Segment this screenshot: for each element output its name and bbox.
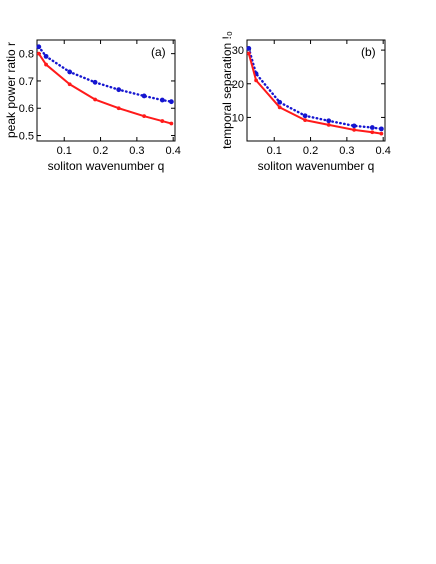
panel-a-xtick-label: 0.1 <box>57 145 72 157</box>
panel-b-label: (b) <box>361 45 376 59</box>
panel-b-xtick-label: 0.4 <box>376 145 391 157</box>
panel-b-data-point <box>351 123 357 129</box>
panel-b-data-point <box>302 113 308 119</box>
panel-b-ytick-label: 30 <box>232 45 244 57</box>
panel-b-data-point <box>352 127 357 132</box>
panel-a-data-point <box>116 106 121 111</box>
panel-b-data-point <box>254 78 258 83</box>
panel-b-data-point <box>246 51 251 56</box>
panel-a-data-point <box>36 51 41 56</box>
panel-a-series-line-dotted <box>37 45 173 103</box>
panel-a: 0.1 0.2 0.3 0.4 0.5 0.6 0.7 0.8 (a) soliton wav… <box>4 39 181 173</box>
panel-a-ytick-label: 0.7 <box>19 76 34 88</box>
panel-b-data-point <box>369 125 375 130</box>
panel-a-data-point <box>160 119 165 123</box>
panel-b-data-point <box>246 46 252 51</box>
panel-a-data-point <box>169 121 174 126</box>
panel-a-series <box>36 44 174 126</box>
panel-a-ytick-label: 0.8 <box>19 49 34 61</box>
panel-b-data-point <box>379 131 384 136</box>
panel-b-data-point <box>326 118 332 124</box>
panel-a-data-point <box>141 93 147 99</box>
panel-a-data-point <box>67 82 72 87</box>
panel-b-ticks: 0.1 0.2 0.3 0.4 10 20 30 <box>232 40 391 157</box>
panel-a-xtick-label: 0.4 <box>166 145 181 157</box>
panel-b-ylabel: temporal separation !₀ <box>220 31 234 149</box>
panel-b-ytick-label: 20 <box>232 79 244 91</box>
panel-b-series-line-dotted <box>247 47 383 131</box>
panel-a-plot-frame <box>36 39 176 142</box>
panel-a-ytick-label: 0.5 <box>19 131 34 143</box>
panel-a-xtick-label: 0.2 <box>93 145 108 157</box>
panel-a-data-point <box>142 114 147 119</box>
panel-a-label: (a) <box>151 45 166 59</box>
panel-a-data-point <box>44 62 48 67</box>
panel-a-data-point <box>43 53 49 59</box>
panel-b-data-point <box>277 105 282 110</box>
panel-a-xlabel: soliton wavenumber q <box>48 159 165 173</box>
panel-b-ytick-label: 10 <box>232 112 244 124</box>
panel-a-data-point <box>36 44 42 50</box>
panel-a-data-point <box>116 87 122 93</box>
panel-a-data-point <box>92 79 98 85</box>
panel-b-xlabel: soliton wavenumber q <box>258 159 375 173</box>
panel-a-ylabel: peak power ratio r <box>4 42 18 138</box>
panel-b-xtick-label: 0.2 <box>303 145 318 157</box>
panel-a-data-point <box>93 97 98 102</box>
panel-a-ticks: 0.1 0.2 0.3 0.4 0.5 0.6 0.7 0.8 <box>19 40 181 157</box>
panel-b-series <box>246 46 384 136</box>
panel-b-data-point <box>303 118 308 123</box>
panel-b-data-point <box>277 99 283 105</box>
panel-a-data-point <box>159 97 165 103</box>
panel-b-data-point <box>370 130 375 135</box>
panel-b: 0.1 0.2 0.3 0.4 10 20 30 (b) soliton wavenumbe… <box>220 31 391 173</box>
panel-a-data-point <box>67 69 73 75</box>
panel-a-data-point <box>168 99 174 105</box>
panel-b-data-point <box>378 126 384 132</box>
panel-a-ytick-label: 0.6 <box>19 103 34 115</box>
panel-b-plot-frame <box>246 39 386 142</box>
panel-b-xtick-label: 0.3 <box>339 145 354 157</box>
panel-a-xtick-label: 0.3 <box>129 145 144 157</box>
panel-b-series-line-solid <box>247 52 383 135</box>
panel-b-data-point <box>326 122 331 127</box>
panel-a-series-line-solid <box>37 52 173 125</box>
panel-b-xtick-label: 0.1 <box>267 145 282 157</box>
